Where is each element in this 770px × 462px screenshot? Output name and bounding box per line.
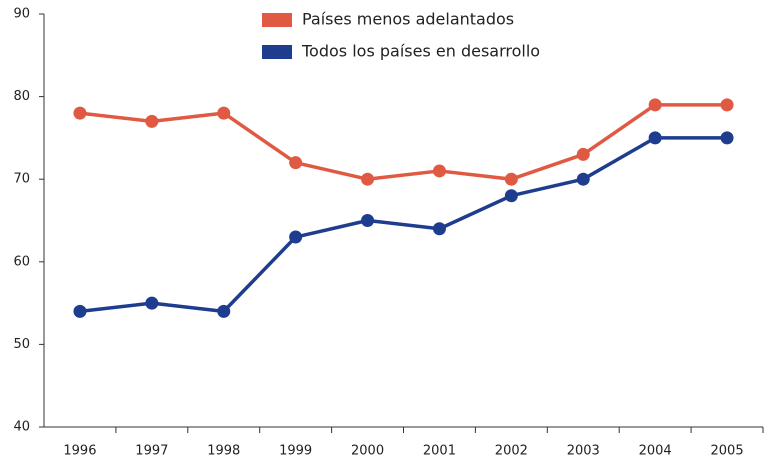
legend-label: Todos los países en desarrollo [301,42,540,61]
data-point [720,131,734,145]
x-tick-label: 2004 [639,444,672,459]
data-point [576,147,590,161]
x-tick-label: 1999 [279,444,312,459]
x-tick-label: 2005 [711,444,744,459]
x-tick-label: 2001 [423,444,456,459]
data-point [73,106,87,120]
x-tick-label: 1997 [135,444,168,459]
y-tick-label: 40 [13,420,30,435]
data-point [145,114,159,128]
series-line [79,103,728,181]
data-point [432,222,446,236]
data-point [648,131,662,145]
data-point [289,156,303,170]
data-point [720,98,734,112]
series-line [79,136,728,314]
data-point [361,214,375,227]
y-tick-label: 50 [13,337,30,352]
x-tick-label: 2003 [567,444,600,459]
x-tick-label: 2002 [495,444,528,459]
legend-swatch [262,45,292,59]
data-point [576,172,590,186]
data-point [504,189,518,203]
data-point [145,296,159,310]
data-point [361,172,375,186]
x-tick-label: 2000 [351,444,384,459]
y-tick-label: 90 [13,7,30,22]
x-tick-label: 1998 [207,444,240,459]
y-tick-label: 70 [13,172,30,187]
legend-swatch [262,13,292,27]
data-point [73,304,87,318]
data-point [217,106,231,120]
y-tick-label: 60 [13,254,30,269]
x-tick-label: 1996 [63,444,96,459]
y-tick-label: 80 [13,89,30,104]
data-point [217,304,231,318]
data-point [432,164,446,178]
data-point [648,98,662,112]
data-point [289,230,303,244]
legend-label: Países menos adelantados [302,10,514,29]
data-point [504,172,518,186]
